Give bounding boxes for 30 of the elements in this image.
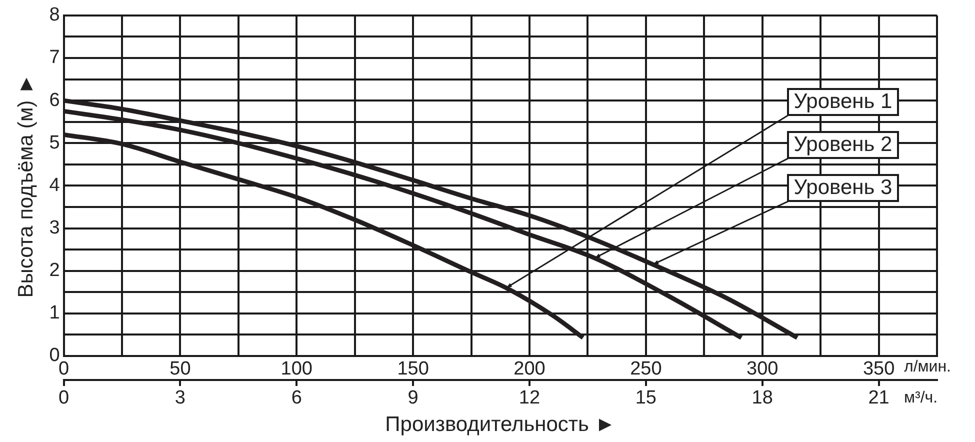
x2-tick-label: 15 (635, 388, 656, 409)
x2-tick-label: 18 (752, 388, 773, 409)
y-axis-title: Высота подъёма (м) ► (14, 74, 38, 298)
annotation: Уровень 2 (787, 131, 899, 160)
x-tick-label: 350 (862, 358, 895, 380)
x-tick-label: 300 (746, 358, 778, 380)
text: м³/ч. (904, 389, 938, 406)
y-tick-label: 0 (49, 345, 60, 366)
x2-tick-label: 9 (408, 388, 418, 409)
annotation: Уровень 1 (787, 88, 899, 116)
x-tick-label: 250 (630, 358, 662, 380)
y-tick-label: 5 (49, 132, 60, 154)
text: л/мин. (904, 358, 951, 376)
x2-tick-label: 3 (174, 388, 186, 409)
y-tick-label: 3 (49, 218, 60, 239)
y-tick-label: 1 (49, 302, 60, 324)
y-tick-label: 7 (49, 47, 60, 68)
y-tick-label: 2 (49, 260, 60, 282)
x-tick-label: 100 (280, 358, 312, 380)
x2-tick-label: 6 (291, 388, 302, 409)
x2-tick-label: 12 (518, 388, 540, 409)
x-axis-title: Производительность ► (385, 413, 616, 436)
x-tick-label: 200 (514, 358, 546, 380)
x-tick-label: 50 (170, 358, 191, 380)
annotation: Уровень 3 (787, 174, 899, 202)
y-tick-label: 4 (49, 174, 60, 196)
x-tick-label: 150 (397, 358, 429, 380)
y-tick-label: 8 (49, 4, 60, 26)
y-tick-label: 6 (49, 90, 60, 111)
x2-tick-label: 21 (868, 388, 890, 409)
